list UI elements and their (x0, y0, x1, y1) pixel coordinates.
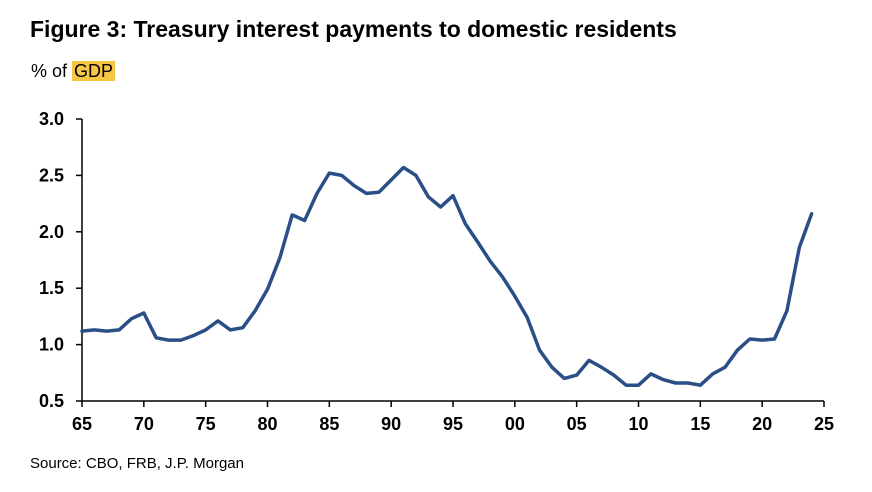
x-tick-label: 05 (567, 414, 587, 434)
y-tick-label: 2.0 (39, 222, 64, 242)
y-tick-label: 3.0 (39, 109, 64, 129)
source-note: Source: CBO, FRB, J.P. Morgan (30, 455, 244, 472)
y-tick-label: 0.5 (39, 391, 64, 411)
x-tick-label: 90 (381, 414, 401, 434)
x-tick-label: 15 (690, 414, 710, 434)
x-axis-ticks: 65 70 75 80 85 90 95 00 05 10 15 20 25 (72, 401, 834, 434)
y-tick-label: 1.0 (39, 335, 64, 355)
x-tick-label: 20 (752, 414, 772, 434)
series-group (80, 165, 814, 387)
chart-subtitle: % of GDP (31, 61, 116, 82)
x-tick-label: 25 (814, 414, 834, 434)
x-tick-label: 70 (134, 414, 154, 434)
x-tick-label: 00 (505, 414, 525, 434)
x-tick-label: 95 (443, 414, 463, 434)
series-line (80, 165, 814, 387)
subtitle-prefix: % of (31, 61, 68, 81)
x-tick-label: 75 (196, 414, 216, 434)
chart-title: Figure 3: Treasury interest payments to … (30, 16, 677, 42)
x-tick-label: 85 (319, 414, 339, 434)
subtitle-highlight: GDP (72, 61, 116, 81)
y-tick-label: 1.5 (39, 278, 64, 298)
x-tick-label: 65 (72, 414, 92, 434)
y-axis-ticks: 3.0 2.5 2.0 1.5 1.0 0.5 (39, 109, 82, 411)
y-tick-label: 2.5 (39, 165, 64, 185)
x-tick-label: 10 (628, 414, 648, 434)
x-tick-label: 80 (257, 414, 277, 434)
axes (81, 119, 824, 402)
